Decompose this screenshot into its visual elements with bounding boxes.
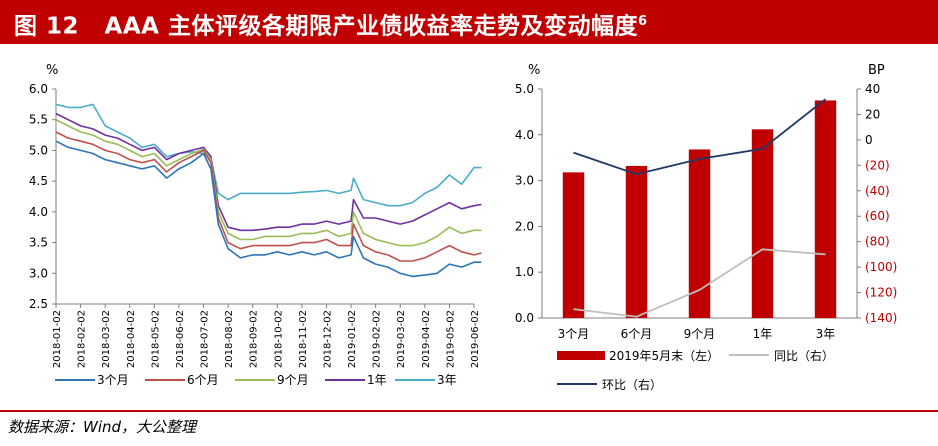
legend-label: 3个月 bbox=[97, 373, 129, 387]
left-x-tick-label: 2018-02-02 bbox=[77, 310, 88, 368]
legend-label: 环比（右） bbox=[602, 377, 662, 392]
left-x-tick-label: 2019-01-02 bbox=[347, 310, 358, 368]
legend-label: 6个月 bbox=[187, 373, 219, 387]
footnote-mark: 6 bbox=[637, 14, 648, 29]
legend-label: 9个月 bbox=[277, 373, 309, 387]
left-chart-axes: % 6.0 5.5 5.0 4.5 4.0 3.5 3.0 2.5 2018-01-02 2018-… bbox=[29, 63, 481, 368]
left-x-tick-label: 2018-11-02 bbox=[298, 310, 309, 368]
right-right-tick-label: 20 bbox=[865, 107, 880, 121]
left-y-tick-label: 5.5 bbox=[29, 113, 48, 127]
right-right-unit: BP bbox=[868, 63, 885, 78]
bar-3 bbox=[751, 129, 774, 318]
right-x-tick-label: 3年 bbox=[816, 327, 836, 341]
left-x-tick-label: 2018-09-02 bbox=[249, 310, 260, 368]
right-right-tick-label: 0 bbox=[865, 133, 873, 147]
right-x-tick-label: 9个月 bbox=[684, 327, 716, 341]
right-x-tick-label: 1年 bbox=[753, 327, 773, 341]
right-chart-bars bbox=[562, 100, 837, 318]
legend-label: 2019年5月末（左） bbox=[609, 348, 719, 363]
series-line-1 bbox=[55, 131, 482, 262]
left-y-tick-label: 5.0 bbox=[29, 143, 48, 157]
yield-trend-line-chart: % 6.0 5.5 5.0 4.5 4.0 3.5 3.0 2.5 2018-01-02 2018-… bbox=[29, 63, 482, 387]
series-line-4 bbox=[55, 103, 482, 207]
left-y-tick-label: 2.5 bbox=[29, 297, 48, 311]
series-line-3 bbox=[55, 112, 482, 232]
right-right-tick-label: (20) bbox=[865, 158, 890, 172]
source-note: 数据来源：Wind，大公整理 bbox=[8, 418, 197, 436]
left-chart-legend: 3个月 6个月 9个月 1年 3年 bbox=[55, 373, 457, 387]
right-chart-legend: 2019年5月末（左） 同比（右） 环比（右） bbox=[557, 348, 834, 392]
left-y-tick-label: 4.5 bbox=[29, 174, 48, 188]
right-left-tick-label: 5.0 bbox=[515, 82, 534, 96]
left-x-tick-label: 2018-01-02 bbox=[52, 310, 63, 368]
left-x-tick-label: 2018-05-02 bbox=[150, 310, 161, 368]
right-left-tick-label: 1.0 bbox=[515, 265, 534, 279]
legend-label: 同比（右） bbox=[774, 348, 834, 363]
left-y-tick-label: 3.0 bbox=[29, 266, 48, 280]
legend-label: 3年 bbox=[437, 373, 457, 387]
left-x-tick-label: 2018-10-02 bbox=[273, 310, 284, 368]
left-y-unit: % bbox=[46, 63, 58, 78]
right-right-tick-label: (120) bbox=[865, 286, 897, 300]
left-chart-lines bbox=[55, 103, 482, 278]
bar-1 bbox=[625, 165, 648, 318]
right-right-tick-label: (40) bbox=[865, 184, 890, 198]
right-left-tick-label: 3.0 bbox=[515, 174, 534, 188]
right-right-tick-label: 40 bbox=[865, 82, 880, 96]
left-y-tick-label: 3.5 bbox=[29, 236, 48, 250]
yield-change-bar-chart: % BP 5.0 4.0 3.0 2.0 1.0 0.0 40 20 0 (20) (40) (60) (8… bbox=[515, 63, 897, 392]
figure-title-text: AAA 主体评级各期限产业债收益率走势及变动幅度 bbox=[104, 13, 638, 40]
source-divider bbox=[0, 410, 938, 412]
right-left-tick-label: 4.0 bbox=[515, 128, 534, 142]
left-y-tick-label: 4.0 bbox=[29, 205, 48, 219]
yoy-line bbox=[573, 248, 826, 318]
figure-number: 图 12 bbox=[14, 13, 80, 40]
series-line-0 bbox=[55, 140, 482, 278]
right-right-tick-label: (140) bbox=[865, 311, 897, 325]
right-chart-lines bbox=[573, 98, 827, 318]
right-x-tick-label: 3个月 bbox=[558, 327, 590, 341]
title-bar: 图 12 AAA 主体评级各期限产业债收益率走势及变动幅度6 bbox=[0, 0, 938, 44]
left-x-tick-label: 2018-03-02 bbox=[101, 310, 112, 368]
bar-0 bbox=[562, 172, 585, 318]
left-x-tick-label: 2019-06-02 bbox=[470, 310, 481, 368]
bar-4 bbox=[814, 100, 837, 318]
legend-label: 1年 bbox=[367, 373, 387, 387]
right-x-tick-label: 6个月 bbox=[621, 327, 653, 341]
left-x-tick-label: 2018-04-02 bbox=[126, 310, 137, 368]
left-x-tick-label: 2019-03-02 bbox=[396, 310, 407, 368]
left-x-tick-label: 2018-06-02 bbox=[175, 310, 186, 368]
left-x-tick-label: 2019-02-02 bbox=[372, 310, 383, 368]
right-right-tick-label: (100) bbox=[865, 260, 897, 274]
right-right-tick-label: (60) bbox=[865, 209, 890, 223]
series-line-2 bbox=[55, 118, 482, 247]
right-left-tick-label: 0.0 bbox=[515, 311, 534, 325]
right-right-tick-label: (80) bbox=[865, 235, 890, 249]
legend-swatch-bar bbox=[557, 351, 605, 360]
right-left-tick-label: 2.0 bbox=[515, 219, 534, 233]
left-x-tick-label: 2019-04-02 bbox=[421, 310, 432, 368]
mom-line bbox=[573, 98, 827, 176]
left-x-tick-label: 2018-07-02 bbox=[200, 310, 211, 368]
left-x-tick-label: 2019-05-02 bbox=[445, 310, 456, 368]
bar-2 bbox=[688, 149, 711, 318]
right-left-unit: % bbox=[528, 63, 540, 78]
left-x-tick-label: 2018-12-02 bbox=[322, 310, 333, 368]
left-x-tick-label: 2018-08-02 bbox=[224, 310, 235, 368]
left-y-tick-label: 6.0 bbox=[29, 82, 48, 96]
figure-title: 图 12 AAA 主体评级各期限产业债收益率走势及变动幅度6 bbox=[14, 6, 648, 43]
